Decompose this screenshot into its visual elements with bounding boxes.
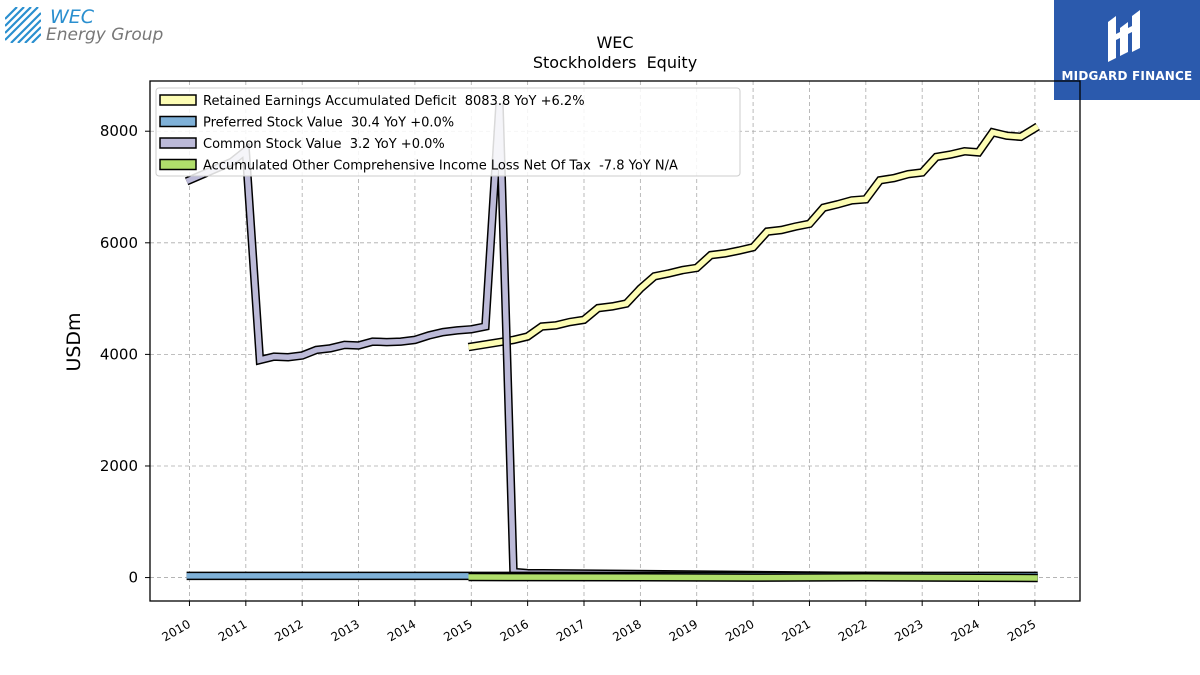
x-tick-label: 2015	[441, 617, 474, 644]
y-tick-label: 2000	[100, 457, 138, 475]
wec-logo-text: WEC	[50, 6, 95, 28]
series-fill	[468, 574, 1038, 581]
legend-label: Retained Earnings Accumulated Deficit 80…	[203, 94, 585, 109]
x-tick-label: 2025	[1005, 617, 1038, 644]
x-tick-label: 2024	[949, 617, 982, 644]
legend-label: Preferred Stock Value 30.4 YoY +0.0%	[203, 116, 454, 131]
wec-logo-mark-icon	[5, 7, 41, 43]
legend-label: Accumulated Other Comprehensive Income L…	[203, 159, 678, 174]
x-tick-label: 2017	[554, 617, 587, 644]
legend-swatch	[159, 94, 197, 106]
plot-frame	[149, 80, 1081, 602]
midgard-brand-name: MIDGARD FINANCE	[1061, 69, 1193, 83]
wec-logo-subtext: Energy Group	[46, 25, 164, 45]
chart-title: WEC	[596, 33, 633, 52]
series-fill	[468, 124, 1040, 350]
x-tick-label: 2011	[216, 617, 249, 644]
legend-swatch	[159, 158, 197, 171]
x-tick-label: 2013	[329, 617, 362, 644]
legend-swatch	[159, 137, 197, 149]
y-tick-label: 0	[128, 569, 138, 587]
wec-energy-group-logo: WEC Energy Group	[5, 5, 165, 47]
x-tick-label: 2019	[667, 617, 700, 644]
chart-legend: Retained Earnings Accumulated Deficit 80…	[155, 87, 741, 177]
midgard-logo-mark-icon	[1108, 10, 1140, 62]
midgard-finance-logo: MIDGARD FINANCE	[1054, 0, 1200, 100]
y-tick-label: 8000	[100, 122, 138, 140]
y-axis-label: USDm	[63, 312, 85, 371]
y-tick-label: 6000	[100, 234, 138, 252]
series-fill	[185, 103, 1038, 581]
legend-box	[155, 87, 741, 177]
series-line-0	[467, 122, 1040, 352]
x-tick-label: 2016	[498, 617, 531, 644]
chart-subtitle: Stockholders Equity	[533, 53, 697, 72]
y-tick-label: 4000	[100, 345, 138, 363]
x-tick-label: 2014	[385, 617, 418, 644]
x-tick-label: 2022	[836, 617, 869, 644]
legend-swatch	[159, 115, 197, 128]
x-tick-label: 2010	[160, 617, 193, 644]
series-line-2	[184, 103, 1038, 582]
legend-label: Common Stock Value 3.2 YoY +0.0%	[203, 137, 445, 152]
series-line-3	[468, 572, 1038, 583]
series-lines	[184, 103, 1040, 583]
axis-ticks: 0 2000 4000 6000 8000 2010 2011 2012 2013 2014 201…	[100, 122, 1039, 644]
x-tick-label: 2012	[272, 617, 305, 644]
x-tick-label: 2018	[610, 617, 643, 644]
x-tick-label: 2021	[780, 617, 813, 644]
x-tick-label: 2023	[892, 617, 925, 644]
x-tick-label: 2020	[723, 617, 756, 644]
